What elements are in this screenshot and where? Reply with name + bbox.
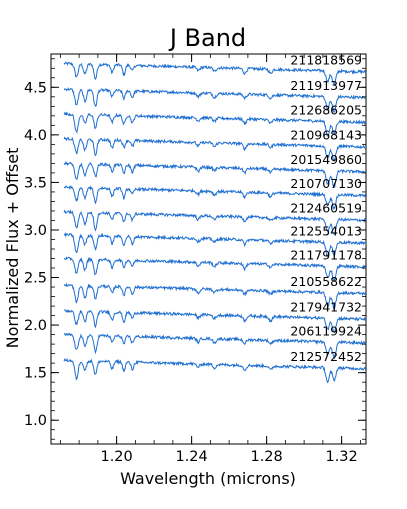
star-label-212686205: 212686205 [290,103,362,118]
spectrum-line-206119924 [63,332,367,360]
star-label-201549860: 201549860 [290,152,362,167]
spectrum-line-212554013 [63,231,367,260]
x-tick-label: 1.32 [325,449,357,465]
spectrum-line-217941732 [64,309,367,334]
y-tick-label: 1.5 [24,366,47,382]
y-tick-label: 4.0 [24,128,47,144]
ticks-group: 1.20 1.24 1.28 1.32 1.0 1.5 2.0 2.5 3.0 3.5 4.0 4.5 [24,54,366,465]
star-label-211791178: 211791178 [290,247,362,262]
spectrum-line-211818569 [63,61,367,86]
y-tick-label: 3.5 [24,175,47,191]
star-label-206119924: 206119924 [290,323,362,338]
y-tick-label: 3.0 [24,223,47,239]
x-tick-label: 1.28 [250,449,282,465]
spectrum-line-212572452 [63,357,367,384]
spectra-group [63,61,367,384]
spectrum-line-210707130 [63,184,366,210]
spectrum-line-212460519 [63,209,367,236]
star-label-210558622: 210558622 [290,274,362,289]
star-label-212572452: 212572452 [290,349,362,364]
spectrum-line-211791178 [63,256,367,282]
spectrum-line-212686205 [63,111,367,137]
x-tick-label: 1.24 [175,449,207,465]
y-tick-label: 2.5 [24,271,47,287]
star-label-211818569: 211818569 [290,52,362,67]
spectrum-line-211913977 [63,87,367,114]
star-label-212554013: 212554013 [290,223,362,238]
spectrum-line-210558622 [63,282,367,310]
star-label-210968143: 210968143 [290,127,362,142]
star-label-211913977: 211913977 [290,78,362,93]
star-label-212460519: 212460519 [290,201,362,216]
chart-title: J Band [168,24,246,52]
star-labels-group: 211818569 211913977 212686205 210968143 2015… [290,52,362,364]
spectrum-line-201549860 [63,160,367,188]
star-label-210707130: 210707130 [290,176,362,191]
star-label-217941732: 217941732 [290,300,362,315]
y-tick-label: 1.0 [24,413,47,429]
y-axis-title: Normalized Flux + Offset [3,148,22,349]
x-tick-label: 1.20 [100,449,132,465]
spectrum-line-210968143 [63,136,367,163]
y-tick-label: 2.0 [24,318,47,334]
y-tick-label: 4.5 [24,80,47,96]
x-axis-title: Wavelength (microns) [120,469,296,488]
